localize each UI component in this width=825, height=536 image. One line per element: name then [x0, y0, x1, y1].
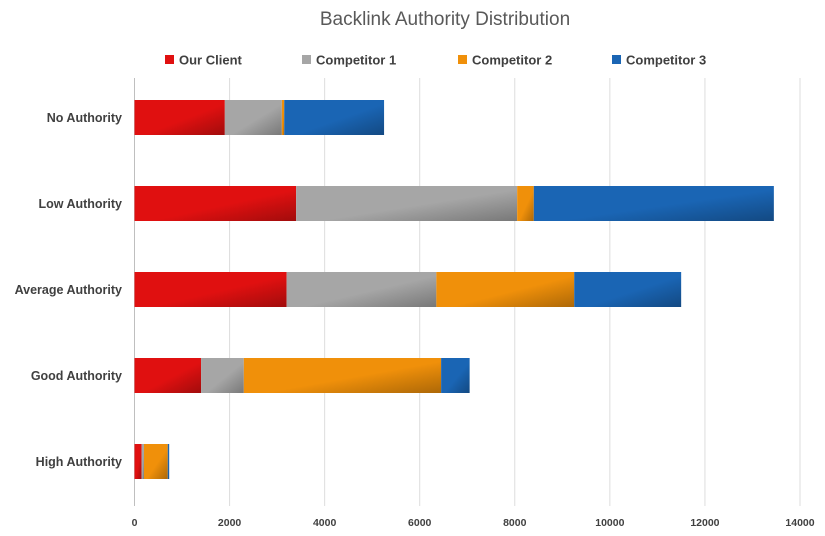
bar-no-authority-competitor-1 — [224, 100, 282, 135]
bar-good-authority-competitor-3 — [441, 358, 470, 393]
category-axis-labels: No Authority Low Authority Average Authori… — [15, 111, 122, 469]
x-tick-label-14000: 14000 — [785, 517, 814, 529]
x-tick-label-4000: 4000 — [313, 517, 337, 529]
bar-average-authority-competitor-2 — [436, 272, 575, 307]
legend-label-competitor-3: Competitor 3 — [626, 53, 706, 68]
x-tick-label-6000: 6000 — [408, 517, 432, 529]
legend-label-competitor-2: Competitor 2 — [472, 53, 552, 68]
bar-average-authority-competitor-1 — [286, 272, 437, 307]
bar-average-authority-competitor-3 — [574, 272, 682, 307]
bar-low-authority-competitor-2 — [517, 186, 534, 221]
legend-swatch-competitor-2 — [458, 55, 467, 64]
bar-no-authority-our-client — [134, 100, 225, 135]
legend-swatch-competitor-3 — [612, 55, 621, 64]
legend-swatch-competitor-1 — [302, 55, 311, 64]
bar-good-authority-competitor-1 — [201, 358, 244, 393]
category-label-high-authority: High Authority — [36, 455, 122, 469]
bar-high-authority-competitor-1 — [141, 444, 145, 479]
legend-label-competitor-1: Competitor 1 — [316, 53, 396, 68]
bar-average-authority-our-client — [134, 272, 287, 307]
legend-label-our-client: Our Client — [179, 53, 243, 68]
bar-high-authority-competitor-3 — [167, 444, 170, 479]
chart-title: Backlink Authority Distribution — [320, 9, 570, 30]
x-tick-label-8000: 8000 — [503, 517, 527, 529]
category-label-low-authority: Low Authority — [38, 197, 122, 211]
category-label-average-authority: Average Authority — [15, 283, 122, 297]
bar-low-authority-our-client — [134, 186, 297, 221]
x-tick-label-10000: 10000 — [595, 517, 624, 529]
value-axis-tick-labels: 0 2000 4000 6000 8000 10000 12000 14000 — [132, 517, 815, 529]
category-label-no-authority: No Authority — [47, 111, 122, 125]
bar-high-authority-competitor-2 — [144, 444, 168, 479]
x-tick-label-2000: 2000 — [218, 517, 242, 529]
bar-no-authority-competitor-2 — [281, 100, 285, 135]
legend-swatch-our-client — [165, 55, 174, 64]
bar-good-authority-competitor-2 — [243, 358, 442, 393]
bar-low-authority-competitor-3 — [533, 186, 774, 221]
bar-no-authority-competitor-3 — [284, 100, 385, 135]
bar-high-authority-our-client — [134, 444, 142, 479]
chart-legend: Our Client Competitor 1 Competitor 2 Compet… — [165, 53, 706, 68]
chart-bars — [134, 100, 774, 479]
bar-good-authority-our-client — [134, 358, 202, 393]
x-tick-label-12000: 12000 — [690, 517, 719, 529]
bar-low-authority-competitor-1 — [296, 186, 518, 221]
x-tick-label-0: 0 — [132, 517, 138, 529]
category-label-good-authority: Good Authority — [31, 369, 122, 383]
